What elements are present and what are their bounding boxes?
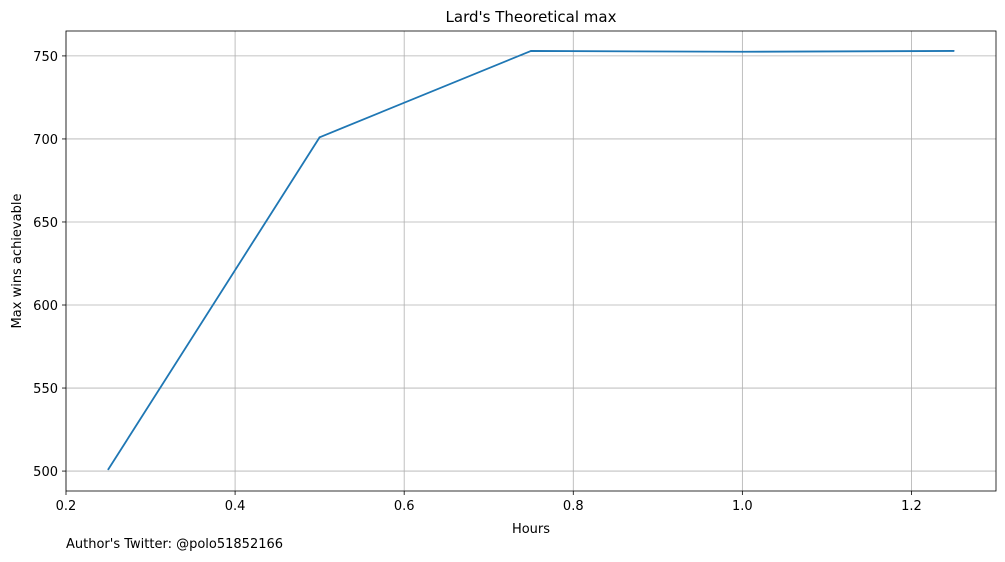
- y-tick-label: 750: [33, 50, 58, 65]
- data-point: [952, 50, 955, 52]
- y-tick-label: 550: [33, 382, 58, 397]
- chart-title: Lard's Theoretical max: [446, 8, 617, 26]
- plot-frame: [65, 30, 997, 492]
- x-tick-label: 0.2: [56, 499, 77, 514]
- y-axis-label: Max wins achievable: [10, 194, 25, 329]
- y-tick-label: 600: [33, 299, 58, 314]
- x-tick-label: 0.8: [563, 499, 584, 514]
- x-tick-label: 0.4: [225, 499, 246, 514]
- x-axis-ticks: 0.2 0.4 0.6 0.8 1.0 1.2: [56, 491, 922, 514]
- data-point: [530, 50, 532, 52]
- x-tick-label: 0.6: [394, 499, 415, 514]
- data-point: [741, 50, 744, 53]
- data-point: [318, 136, 321, 139]
- series-group: [107, 50, 955, 471]
- x-tick-label: 1.2: [901, 499, 922, 514]
- x-tick-label: 1.0: [732, 499, 753, 514]
- grid-lines: [65, 31, 996, 491]
- data-point: [107, 468, 110, 471]
- x-axis-label: Hours: [512, 522, 550, 537]
- y-tick-label: 500: [33, 465, 58, 480]
- y-tick-label: 650: [33, 216, 58, 231]
- y-tick-label: 700: [33, 133, 58, 148]
- y-axis-ticks: 500 550 600 650 700 750: [33, 50, 66, 480]
- author-footnote: Author's Twitter: @polo51852166: [66, 537, 284, 552]
